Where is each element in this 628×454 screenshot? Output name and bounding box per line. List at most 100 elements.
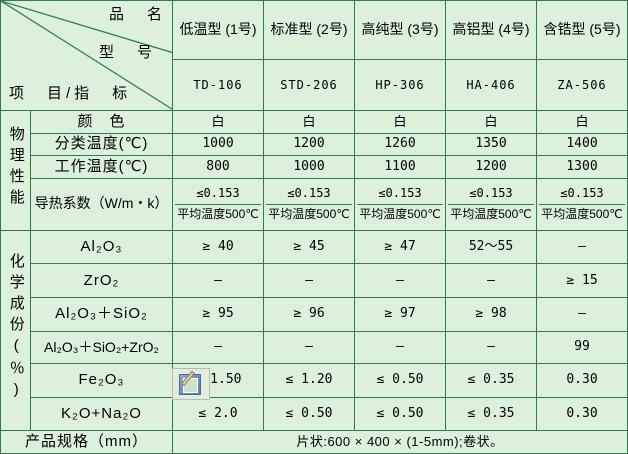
- edit-image-icon[interactable]: [172, 368, 210, 400]
- cell-classification-temp-3: 1350: [445, 132, 537, 157]
- column-header-name-3: 高铝型 (4号): [445, 0, 537, 61]
- cell-fe2o3-4: 0.30: [536, 362, 628, 398]
- cell-al2o3-sio2-zro2-0: —: [172, 331, 264, 364]
- table-row-k2o-na2o: K₂O+Na₂O ≤ 2.0 ≤ 0.50 ≤ 0.50 ≤ 0.35 0.30: [1, 396, 628, 432]
- cell-thermal-value-2: ≤0.153: [357, 184, 443, 205]
- cell-thermal-conductivity-1: ≤0.153 平均温度500℃: [263, 177, 355, 231]
- cell-al2o3-sio2-0: ≥ 95: [172, 297, 264, 333]
- cell-color-1: 白: [263, 110, 355, 134]
- row-label-al2o3: Al₂O₃: [30, 229, 173, 265]
- cell-zro2-4: ≥ 15: [536, 263, 628, 299]
- cell-al2o3-sio2-3: ≥ 98: [445, 297, 537, 333]
- table-row-thermal-conductivity: 导热系数（W/m・k） ≤0.153 平均温度500℃ ≤0.153 平均温度5…: [1, 177, 628, 231]
- cell-zro2-2: —: [354, 263, 446, 299]
- cell-classification-temp-1: 1200: [263, 132, 355, 157]
- cell-k2o-na2o-3: ≤ 0.35: [445, 396, 537, 432]
- table-row-product-spec: 产品规格（mm） 片状:600 × 400 × (1-5mm);卷状。: [0, 430, 628, 454]
- cell-al2o3-0: ≥ 40: [172, 229, 264, 265]
- cell-thermal-note-3: 平均温度500℃: [450, 206, 532, 221]
- cell-al2o3-sio2-zro2-4: 99: [536, 331, 628, 364]
- cell-zro2-3: —: [445, 263, 537, 299]
- cell-thermal-conductivity-0: ≤0.153 平均温度500℃: [172, 177, 264, 231]
- row-label-working-temp: 工作温度(℃): [30, 155, 173, 179]
- cell-al2o3-3: 52～55: [445, 229, 537, 265]
- cell-al2o3-sio2-2: ≥ 97: [354, 297, 446, 333]
- row-label-fe2o3: Fe₂O₃: [30, 362, 173, 398]
- row-label-al2o3-sio2: Al₂O₃＋SiO₂: [30, 297, 173, 333]
- cell-al2o3-sio2-4: —: [536, 297, 628, 333]
- cell-thermal-note-0: 平均温度500℃: [177, 206, 259, 221]
- cell-classification-temp-0: 1000: [172, 132, 264, 157]
- cell-color-3: 白: [445, 110, 537, 134]
- row-label-classification-temp: 分类温度(℃): [30, 132, 173, 157]
- cell-k2o-na2o-0: ≤ 2.0: [172, 396, 264, 432]
- cell-thermal-conductivity-4: ≤0.153 平均温度500℃: [536, 177, 628, 231]
- group-label-physical-text: 物理性能: [7, 126, 25, 211]
- cell-working-temp-2: 1100: [354, 155, 446, 179]
- column-header-model-4: ZA-506: [536, 59, 628, 112]
- cell-fe2o3-3: ≤ 0.35: [445, 362, 537, 398]
- table-row-color: 物理性能 颜 色 白 白 白 白 白: [0, 110, 628, 231]
- cell-fe2o3-2: ≤ 0.50: [354, 362, 446, 398]
- cell-al2o3-sio2-zro2-2: —: [354, 331, 446, 364]
- corner-item-label: 项 目/指 标: [9, 84, 132, 102]
- row-label-al2o3-sio2-zro2: Al₂O₃＋SiO₂+ZrO₂: [30, 331, 173, 364]
- corner-model-label: 型 号: [98, 44, 156, 61]
- group-label-chemical-text: 化学成份(％): [7, 252, 25, 404]
- column-header-model-0: TD-106: [172, 59, 264, 112]
- table-row-al2o3-sio2-zro2: Al₂O₃＋SiO₂+ZrO₂ — — — — 99: [1, 331, 628, 364]
- column-header-model-3: HA-406: [445, 59, 537, 112]
- cell-thermal-note-1: 平均温度500℃: [268, 206, 350, 221]
- corner-diagonal-header: 品 名 型 号 项 目/指 标: [0, 0, 173, 112]
- group-label-physical: 物理性能: [0, 110, 31, 231]
- table-row-al2o3: 化学成份(％) Al₂O₃ ≥ 40 ≥ 45 ≥ 47 52～55 —: [0, 229, 628, 432]
- cell-k2o-na2o-2: ≤ 0.50: [354, 396, 446, 432]
- cell-al2o3-sio2-1: ≥ 96: [263, 297, 355, 333]
- table-row-fe2o3: Fe₂O₃ ≤ 1.50 ≤ 1.20 ≤ 0.50 ≤ 0.35 0.30: [1, 362, 628, 398]
- cell-al2o3-sio2-zro2-1: —: [263, 331, 355, 364]
- cell-thermal-value-4: ≤0.153: [539, 184, 625, 205]
- cell-working-temp-0: 800: [172, 155, 264, 179]
- cell-thermal-note-2: 平均温度500℃: [359, 206, 441, 221]
- row-label-k2o-na2o: K₂O+Na₂O: [30, 396, 173, 432]
- cell-thermal-value-0: ≤0.153: [175, 184, 261, 205]
- column-header-name-1: 标准型 (2号): [263, 0, 355, 61]
- cell-thermal-conductivity-2: ≤0.153 平均温度500℃: [354, 177, 446, 231]
- cell-al2o3-sio2-zro2-3: —: [445, 331, 537, 364]
- column-header-model-2: HP-306: [354, 59, 446, 112]
- cell-k2o-na2o-4: 0.30: [536, 396, 628, 432]
- table-row-al2o3-sio2: Al₂O₃＋SiO₂ ≥ 95 ≥ 96 ≥ 97 ≥ 98 —: [1, 297, 628, 333]
- row-label-color: 颜 色: [30, 110, 173, 134]
- cell-classification-temp-2: 1260: [354, 132, 446, 157]
- table-row-working-temp: 工作温度(℃) 800 1000 1100 1200 1300: [1, 155, 628, 179]
- column-header-name-0: 低温型 (1号): [172, 0, 264, 61]
- cell-k2o-na2o-1: ≤ 0.50: [263, 396, 355, 432]
- column-header-model-1: STD-206: [263, 59, 355, 112]
- group-label-chemical: 化学成份(％): [0, 229, 31, 432]
- cell-al2o3-2: ≥ 47: [354, 229, 446, 265]
- cell-fe2o3-1: ≤ 1.20: [263, 362, 355, 398]
- cell-thermal-conductivity-3: ≤0.153 平均温度500℃: [445, 177, 537, 231]
- cell-color-2: 白: [354, 110, 446, 134]
- cell-zro2-0: —: [172, 263, 264, 299]
- cell-thermal-value-3: ≤0.153: [448, 184, 534, 205]
- header-row-product-name: 品 名 型 号 项 目/指 标 低温型 (1号) 标准型 (2号) 高纯型 (3…: [0, 0, 628, 112]
- table-row-classification-temp: 分类温度(℃) 1000 1200 1260 1350 1400: [1, 132, 628, 157]
- row-label-zro2: ZrO₂: [30, 263, 173, 299]
- cell-working-temp-3: 1200: [445, 155, 537, 179]
- cell-classification-temp-4: 1400: [536, 132, 628, 157]
- cell-working-temp-1: 1000: [263, 155, 355, 179]
- cell-al2o3-1: ≥ 45: [263, 229, 355, 265]
- row-label-product-spec: 产品规格（mm）: [0, 430, 173, 454]
- cell-zro2-1: —: [263, 263, 355, 299]
- cell-al2o3-4: —: [536, 229, 628, 265]
- cell-color-4: 白: [536, 110, 628, 134]
- cell-product-spec-value: 片状:600 × 400 × (1-5mm);卷状。: [172, 430, 628, 454]
- cell-color-0: 白: [172, 110, 264, 134]
- column-header-name-2: 高纯型 (3号): [354, 0, 446, 61]
- corner-product-name-label: 品 名: [108, 6, 166, 23]
- row-label-thermal-conductivity: 导热系数（W/m・k）: [30, 177, 173, 231]
- table-row-zro2: ZrO₂ — — — — ≥ 15: [1, 263, 628, 299]
- column-header-name-4: 含锆型 (5号): [536, 0, 628, 61]
